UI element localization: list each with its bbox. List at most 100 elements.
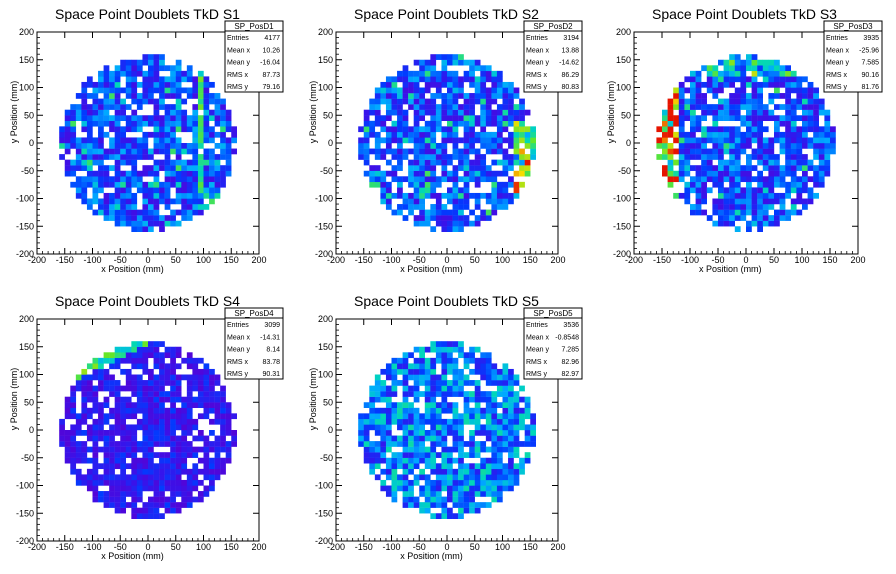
heatmap-bin [740,215,747,221]
heatmap-bin [131,391,138,397]
heatmap-bin [807,81,814,88]
heatmap-bin [474,463,481,470]
heatmap-bin [385,98,392,105]
heatmap-bin [441,192,448,199]
heatmap-bin [491,93,498,99]
heatmap-bin [103,209,110,216]
heatmap-bin [120,435,126,442]
heatmap-bin [813,143,819,149]
heatmap-bin [153,59,160,66]
heatmap-bin [380,457,387,464]
heatmap-bin [463,137,470,144]
heatmap-bin [712,204,719,210]
y-tick-label: 0 [328,425,333,435]
heatmap-bin [424,380,431,386]
heatmap-bin [673,87,679,94]
heatmap-bin [441,496,448,503]
x-axis-label: x Position (mm) [400,264,463,274]
heatmap-bin [690,70,696,77]
heatmap-bin [131,424,138,431]
heatmap-bin [64,441,71,447]
heatmap-bin [114,479,121,486]
heatmap-bin [408,496,414,503]
heatmap-bin [496,430,503,436]
heatmap-bin [458,491,464,497]
heatmap-bin [75,176,82,183]
heatmap-bin [441,368,448,375]
heatmap-bin [706,137,713,144]
heatmap-bin [723,198,730,205]
heatmap-bin [790,70,797,77]
heatmap-bin [142,391,149,397]
heatmap-bin [136,474,143,481]
heatmap-bin [103,479,110,486]
y-tick-label: 50 [621,110,631,120]
heatmap-bin [175,407,182,414]
heatmap-bin [485,468,492,475]
heatmap-bin [131,363,138,370]
heatmap-bin [413,198,420,205]
heatmap-bin [203,474,210,481]
heatmap-bin [768,215,775,221]
heatmap-bin [214,418,221,425]
heatmap-bin [374,452,381,458]
heatmap-bins [358,54,536,232]
heatmap-bin [92,491,99,497]
heatmap-bin [380,98,387,105]
heatmap-bin [706,215,713,221]
heatmap-bin [181,435,188,442]
heatmap-bin [413,204,420,210]
heatmap-bin [81,192,88,199]
heatmap-bin [131,346,138,353]
heatmap-bin [203,131,210,138]
stats-key: RMS x [227,359,249,366]
heatmap-bin [148,391,154,397]
heatmap-bin [424,143,431,149]
heatmap-bin [175,120,182,127]
heatmap-bin [220,407,226,414]
heatmap-bin [706,109,713,116]
heatmap-bin [159,430,165,436]
heatmap-bin [662,165,668,171]
heatmap-bin [385,81,392,88]
heatmap-bin [485,435,492,442]
heatmap-bin [125,352,132,359]
heatmap-bin [430,513,437,519]
heatmap-bin [192,165,199,171]
heatmap-bin [785,65,791,72]
heatmap-bin [734,59,741,66]
heatmap-bin [408,374,414,381]
heatmap-bin [524,159,531,166]
heatmap-bin [458,54,464,60]
heatmap-bin [508,143,514,149]
heatmap-bin [667,104,674,110]
heatmap-bin [203,463,210,470]
heatmap-bin [513,468,520,475]
heatmap-bin [474,413,481,420]
heatmap-bin [385,402,392,408]
heatmap-bin [192,76,199,83]
heatmap-bin [402,93,409,99]
heatmap-bin [153,187,160,194]
heatmap-bin [75,418,82,425]
heatmap-bin [746,109,752,116]
heatmap-bin [148,485,154,492]
heatmap-bin [447,93,453,99]
heatmap-bin [214,154,221,160]
heatmap-bin [441,502,448,508]
heatmap-bin [402,363,409,370]
heatmap-bin [197,435,204,442]
heatmap-bin [203,204,210,210]
heatmap-bin [435,413,442,420]
heatmap-bin [463,441,470,447]
heatmap-bin [452,209,459,216]
histogram-panel: -200 -150 -100 -50 0 50 100 150 200-200-150-100-… [9,293,284,561]
heatmap-bin [774,154,780,160]
heatmap-bin [142,385,149,392]
heatmap-bin [419,131,425,138]
heatmap-bin [790,87,797,94]
heatmap-bin [430,70,437,77]
heatmap-bin [181,148,188,155]
heatmap-bin [153,507,160,514]
heatmap-bin [474,137,481,144]
